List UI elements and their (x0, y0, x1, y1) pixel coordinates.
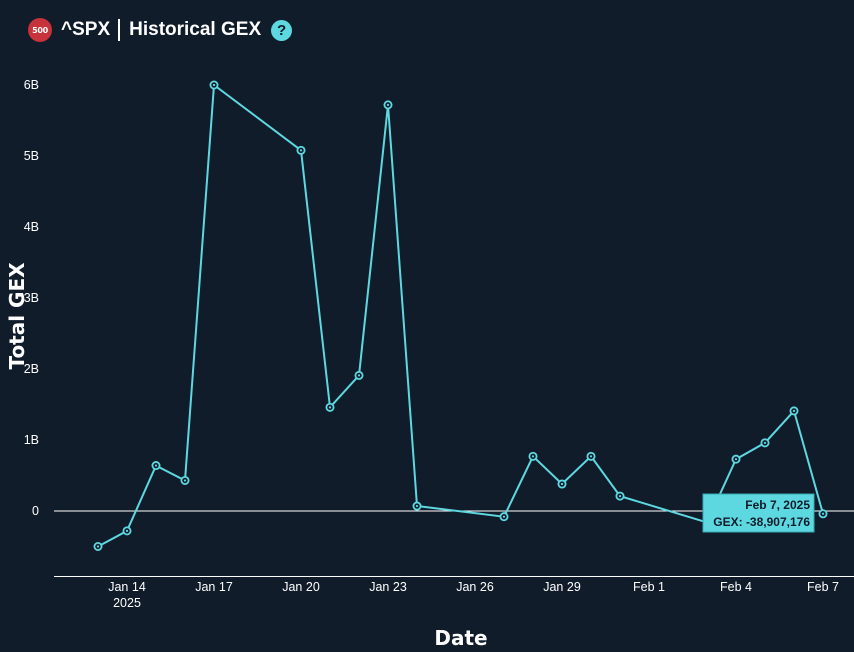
data-point-center (299, 149, 303, 152)
y-tick-label: 2B (24, 362, 39, 376)
data-point-center (734, 458, 738, 461)
x-tick-label: Feb 7 (807, 580, 839, 594)
data-point-center (589, 455, 593, 458)
gex-series-line (97, 83, 824, 548)
y-axis-title: Total GEX (5, 262, 29, 370)
x-tick-label: Jan 20 (282, 580, 320, 594)
tooltip-date: Feb 7, 2025 (745, 498, 810, 512)
data-point-center (328, 406, 332, 409)
hover-tooltip: Feb 7, 2025 GEX: -38,907,176 (702, 493, 815, 533)
data-point-center (357, 374, 361, 377)
data-point-center (821, 512, 825, 515)
x-axis-title: Date (434, 626, 487, 650)
x-tick-label: Jan 14 (108, 580, 146, 594)
x-axis-ticks: Jan 14 2025 Jan 17 Jan 20 Jan 23 Jan 26 Jan 29… (108, 580, 839, 610)
y-tick-label: 4B (24, 220, 39, 234)
ticker-symbol: ^SPX (61, 19, 111, 40)
y-axis-ticks: 0 1B 2B 3B 4B 5B 6B (24, 78, 39, 518)
y-tick-label: 3B (24, 291, 39, 305)
x-tick-label: Jan 17 (195, 580, 233, 594)
data-point-center (415, 504, 419, 508)
y-tick-label: 0 (32, 504, 39, 518)
data-point-center (531, 455, 535, 458)
y-tick-label: 5B (24, 149, 39, 163)
data-point-center (502, 515, 506, 518)
data-point-center (386, 103, 390, 106)
x-tick-label: Feb 1 (633, 580, 665, 594)
y-tick-label: 1B (24, 433, 39, 447)
x-tick-label: Jan 23 (369, 580, 407, 594)
chart-header: 500 ^SPX Historical GEX ? (28, 14, 293, 46)
x-tick-label: Jan 29 (543, 580, 581, 594)
data-point-center (618, 494, 622, 498)
data-point-center (154, 464, 158, 467)
spx-500-logo: 500 (28, 18, 52, 42)
data-point-center (763, 441, 767, 444)
gex-data-points (93, 80, 828, 552)
data-point-center (125, 529, 129, 532)
data-point-center (560, 482, 564, 486)
data-point-center (212, 83, 216, 87)
page-title: Historical GEX (129, 19, 262, 40)
data-point-center (96, 545, 100, 548)
data-point-center (792, 409, 796, 412)
tooltip-value: GEX: -38,907,176 (713, 515, 810, 529)
data-point-center (183, 479, 187, 482)
title-divider (118, 19, 121, 41)
x-tick-label: Jan 26 (456, 580, 494, 594)
x-tick-sublabel: 2025 (113, 596, 141, 610)
tooltip-box (702, 493, 815, 533)
y-tick-label: 6B (24, 78, 39, 92)
x-tick-label: Feb 4 (720, 580, 752, 594)
question-circle-icon[interactable]: ? (271, 19, 293, 41)
